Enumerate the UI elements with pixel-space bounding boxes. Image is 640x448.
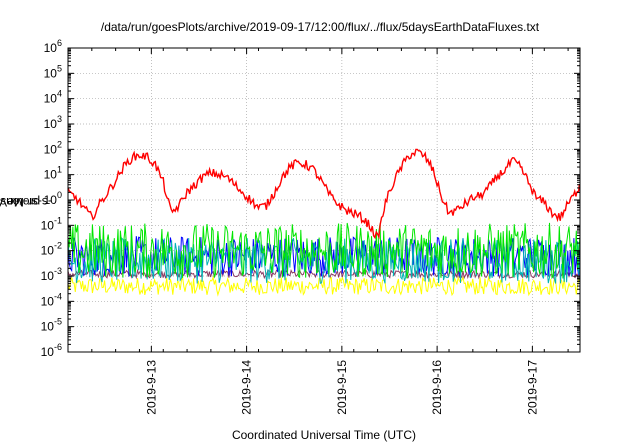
y-tick-label: 10-4 (41, 291, 62, 308)
x-tick-label: 2019-9-16 (430, 360, 444, 415)
flux-series-line (67, 148, 580, 240)
series-lines (67, 148, 581, 297)
flux-series-line (67, 275, 581, 297)
y-tick-label: 100 (44, 190, 62, 207)
chart-title: /data/run/goesPlots/archive/2019-09-17/1… (100, 20, 540, 34)
axis-ticks: 10-6 10-5 10-4 10-3 10-2 10-1 100 101 102 103 104 1… (41, 38, 580, 415)
y-tick-label: 103 (44, 114, 62, 131)
y-tick-label: 10-3 (41, 266, 62, 283)
grid-lines (68, 48, 580, 352)
y-tick-label: 104 (44, 89, 62, 106)
y-tick-label: 102 (44, 139, 62, 156)
y-tick-label: 106 (44, 38, 62, 55)
y-tick-label: 10-5 (41, 317, 62, 334)
y-tick-label: 101 (44, 165, 62, 182)
y-axis-label: protons/cm2-s-sr-MeV (0, 195, 52, 210)
x-axis-label: Coordinated Universal Time (UTC) (231, 428, 417, 442)
x-tick-label: 2019-9-17 (525, 360, 539, 415)
y-tick-label: 10-1 (41, 215, 62, 232)
y-tick-label: 105 (44, 63, 62, 80)
y-tick-label: 10-6 (41, 342, 62, 359)
x-tick-label: 2019-9-13 (144, 360, 158, 415)
y-tick-label: 10-2 (41, 241, 62, 258)
x-tick-label: 2019-9-15 (335, 360, 349, 415)
flux-series-line (67, 222, 581, 280)
x-tick-label: 2019-9-14 (240, 360, 254, 415)
